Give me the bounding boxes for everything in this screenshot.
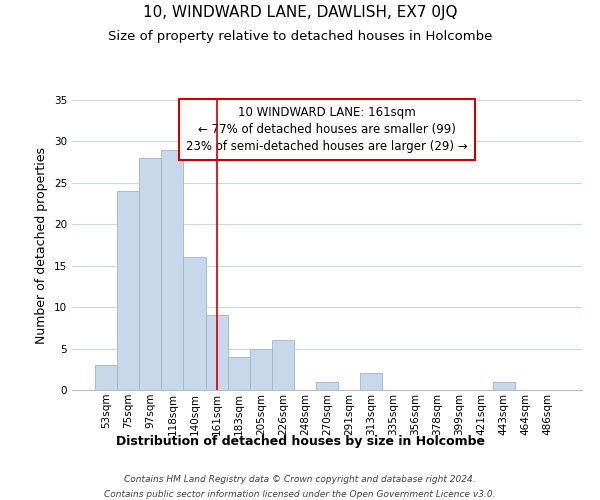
Text: Contains HM Land Registry data © Crown copyright and database right 2024.: Contains HM Land Registry data © Crown c… bbox=[124, 475, 476, 484]
Bar bbox=[206, 316, 227, 390]
Bar bbox=[184, 258, 206, 390]
Bar bbox=[95, 365, 117, 390]
Text: Size of property relative to detached houses in Holcombe: Size of property relative to detached ho… bbox=[108, 30, 492, 43]
Text: Contains public sector information licensed under the Open Government Licence v3: Contains public sector information licen… bbox=[104, 490, 496, 499]
Bar bbox=[272, 340, 294, 390]
Bar bbox=[316, 382, 338, 390]
Text: 10 WINDWARD LANE: 161sqm
← 77% of detached houses are smaller (99)
23% of semi-d: 10 WINDWARD LANE: 161sqm ← 77% of detach… bbox=[186, 106, 468, 153]
Bar bbox=[139, 158, 161, 390]
Bar bbox=[117, 191, 139, 390]
Text: Distribution of detached houses by size in Holcombe: Distribution of detached houses by size … bbox=[115, 435, 485, 448]
Bar bbox=[161, 150, 184, 390]
Bar bbox=[360, 374, 382, 390]
Bar bbox=[227, 357, 250, 390]
Bar bbox=[250, 348, 272, 390]
Y-axis label: Number of detached properties: Number of detached properties bbox=[35, 146, 49, 344]
Bar bbox=[493, 382, 515, 390]
Text: 10, WINDWARD LANE, DAWLISH, EX7 0JQ: 10, WINDWARD LANE, DAWLISH, EX7 0JQ bbox=[143, 5, 457, 20]
